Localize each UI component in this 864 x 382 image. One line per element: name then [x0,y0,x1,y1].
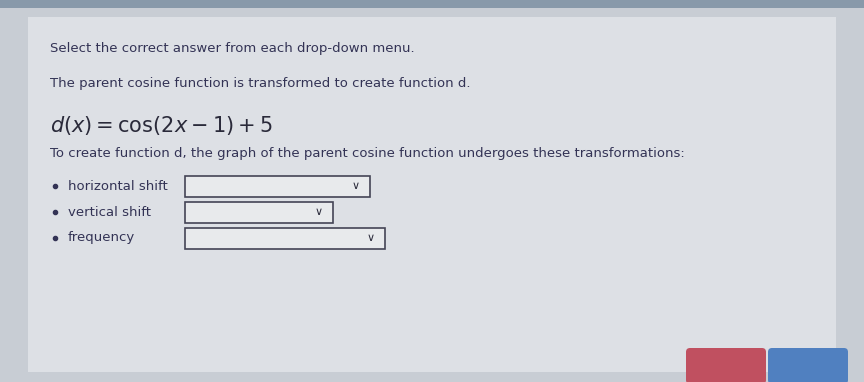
Text: $d(x) = \cos(2x - 1) + 5$: $d(x) = \cos(2x - 1) + 5$ [50,114,272,137]
Text: vertical shift: vertical shift [68,206,151,219]
Text: ∨: ∨ [315,207,323,217]
Bar [185,228,385,249]
Text: ∨: ∨ [367,233,375,243]
Text: ∨: ∨ [352,181,360,191]
Text: Select the correct answer from each drop-down menu.: Select the correct answer from each drop… [50,42,415,55]
FancyBboxPatch shape [686,348,766,382]
Bar [185,201,333,222]
Text: To create function d, the graph of the parent cosine function undergoes these tr: To create function d, the graph of the p… [50,147,685,160]
Text: frequency: frequency [68,231,136,244]
Bar [185,175,370,196]
Text: The parent cosine function is transformed to create function d.: The parent cosine function is transforme… [50,77,471,90]
Text: horizontal shift: horizontal shift [68,180,168,193]
Bar [0,0,864,8]
FancyBboxPatch shape [768,348,848,382]
